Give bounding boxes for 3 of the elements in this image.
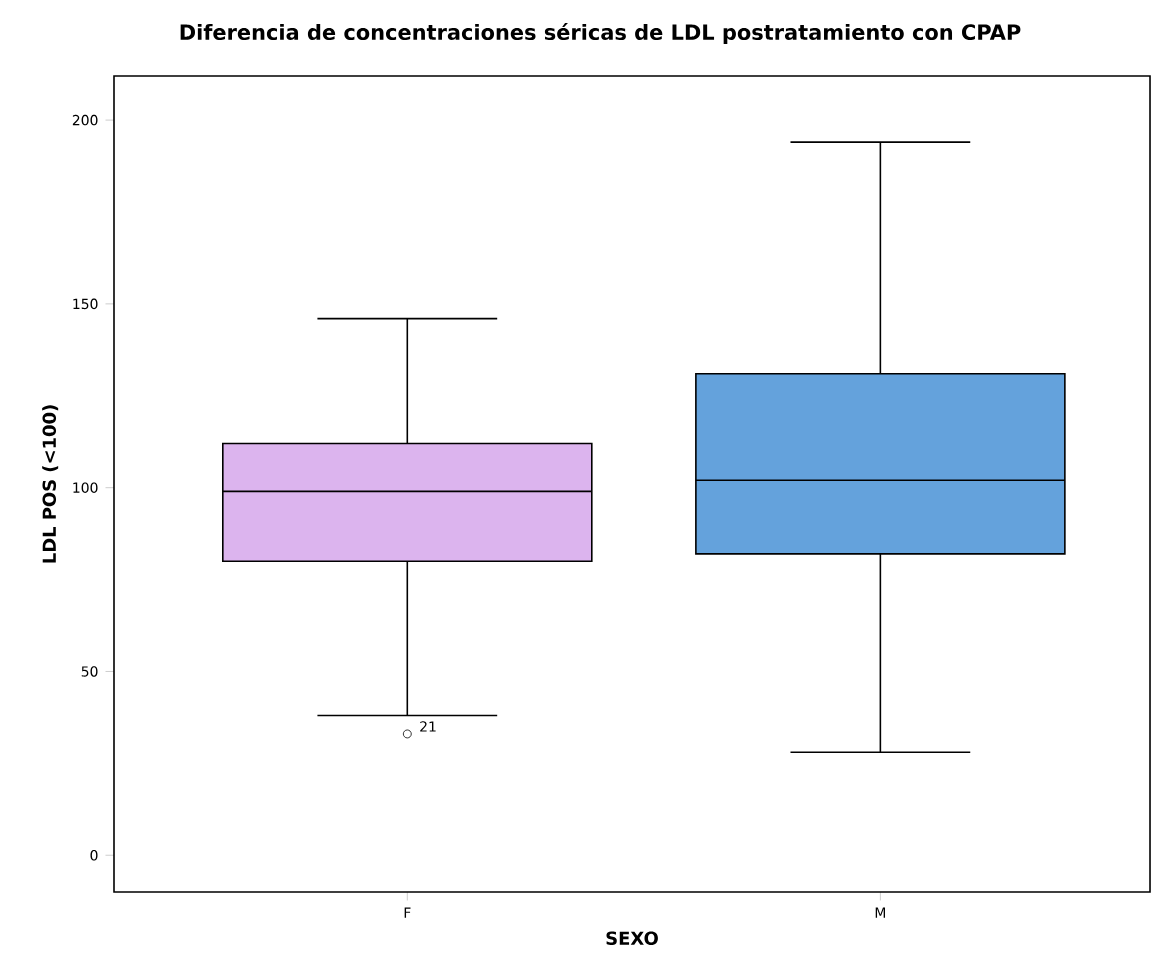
chart-title: Diferencia de concentraciones séricas de LDL postratamiento con CPAP xyxy=(180,23,1021,45)
y-axis-title: LDL POS (<100) xyxy=(42,405,59,563)
x-axis-title: SEXO xyxy=(606,931,658,945)
